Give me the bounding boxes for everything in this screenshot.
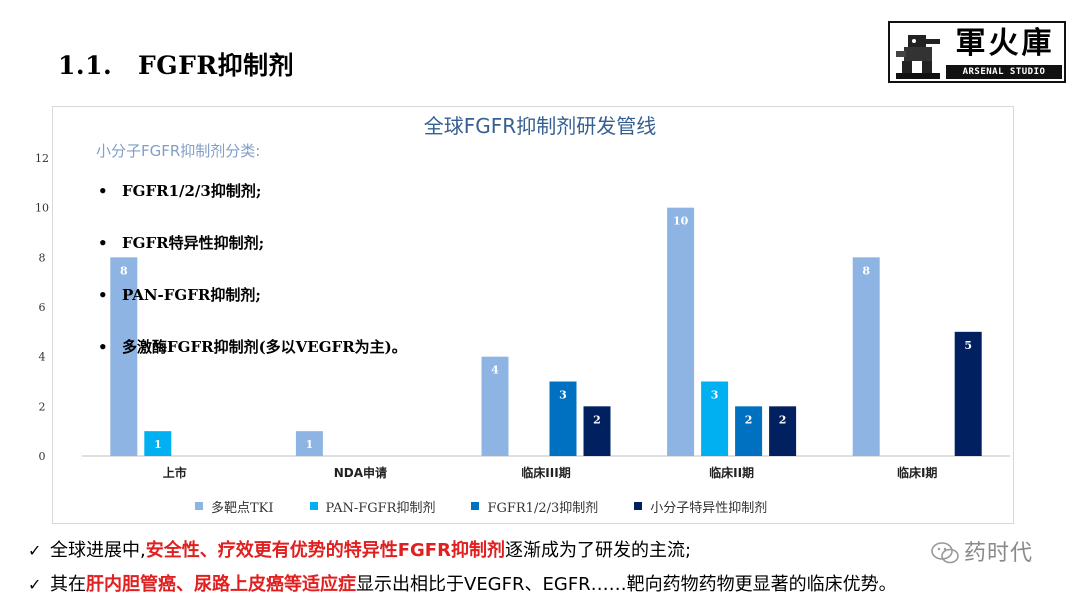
heading-number: 1.1. — [58, 51, 113, 80]
classification-item: • PAN-FGFR抑制剂; — [96, 285, 516, 337]
classification-item: • FGFR1/2/3抑制剂; — [96, 181, 516, 233]
bar-value-label: 1 — [154, 438, 162, 451]
y-tick-label: 8 — [39, 251, 46, 264]
bar — [549, 381, 577, 456]
slide-heading: 1.1. FGFR抑制剂 — [58, 46, 294, 82]
line1-highlight: 安全性、疗效更有优势的特异性FGFR抑制剂 — [145, 540, 505, 561]
conclusion-bullets: ✓ 全球进展中,安全性、疗效更有优势的特异性FGFR抑制剂逐渐成为了研发的主流; … — [28, 534, 928, 602]
bar-value-label: 8 — [120, 264, 128, 277]
bar-value-label: 5 — [964, 339, 972, 352]
heading-title: FGFR抑制剂 — [138, 51, 295, 80]
bar — [954, 331, 982, 456]
line1-pre: 全球进展中, — [50, 540, 146, 561]
watermark-name: 药时代 — [964, 541, 1034, 566]
robot-mech-icon — [896, 35, 940, 79]
bar — [667, 207, 695, 456]
bar-value-label: 3 — [559, 389, 567, 402]
legend-label: PAN-FGFR抑制剂 — [325, 500, 436, 516]
classification-item-text: FGFR特异性抑制剂; — [122, 234, 265, 252]
bar — [701, 381, 729, 456]
classification-item-text: FGFR1/2/3抑制剂; — [122, 182, 262, 200]
bar — [852, 257, 880, 456]
classification-list: • FGFR1/2/3抑制剂; • FGFR特异性抑制剂; • PAN-FGFR抑制剂… — [96, 181, 516, 389]
y-tick-label: 4 — [39, 351, 46, 364]
x-category-label: NDA申请 — [334, 465, 387, 480]
bar — [295, 431, 323, 456]
legend-label: 多靶点TKI — [211, 500, 274, 516]
bar-value-label: 10 — [673, 215, 689, 228]
bar-value-label: 3 — [711, 389, 719, 402]
legend-label: FGFR1/2/3抑制剂 — [487, 500, 599, 516]
classification-item-text: 多激酶FGFR抑制剂(多以VEGFR为主)。 — [122, 338, 407, 356]
bar — [144, 431, 172, 456]
logo-english-text: ARSENAL STUDIO — [946, 65, 1062, 79]
classification-box: 小分子FGFR抑制剂分类: • FGFR1/2/3抑制剂; • FGFR特异性抑制剂… — [96, 140, 516, 389]
logo-chinese-text: 軍火庫 — [955, 26, 1055, 61]
bullet-dot: • — [98, 338, 108, 356]
x-category-label: 临床III期 — [521, 465, 570, 480]
bullet-dot: • — [98, 286, 108, 304]
arsenal-studio-logo: 軍火庫 ARSENAL STUDIO — [888, 21, 1066, 83]
bullet-dot: • — [98, 182, 108, 200]
wechat-icon — [931, 542, 959, 564]
x-category-label: 上市 — [163, 465, 187, 480]
line2-pre: 其在 — [50, 574, 86, 595]
bar-value-label: 1 — [306, 438, 314, 451]
bar-value-label: 2 — [779, 413, 787, 426]
x-category-label: 临床I期 — [897, 465, 937, 480]
legend-label: 小分子特异性抑制剂 — [650, 500, 768, 516]
bar-value-label: 2 — [593, 413, 601, 426]
bar — [583, 406, 611, 456]
y-tick-label: 6 — [39, 301, 46, 314]
y-tick-label: 0 — [39, 450, 46, 463]
bar — [769, 406, 797, 456]
classification-item: • FGFR特异性抑制剂; — [96, 233, 516, 285]
line2-post: 显示出相比于VEGFR、EGFR……靶向药物药物更显著的临床优势。 — [356, 574, 897, 595]
y-tick-label: 2 — [39, 400, 46, 413]
conclusion-line-2: ✓ 其在肝内胆管癌、尿路上皮癌等适应症显示出相比于VEGFR、EGFR……靶向药物… — [28, 568, 928, 602]
classification-item: • 多激酶FGFR抑制剂(多以VEGFR为主)。 — [96, 337, 516, 389]
bar-value-label: 2 — [745, 413, 753, 426]
bar-value-label: 8 — [862, 264, 870, 277]
legend-swatch — [471, 502, 480, 510]
y-tick-label: 10 — [35, 202, 49, 215]
legend-item: PAN-FGFR抑制剂 — [309, 497, 436, 516]
chart-legend: 多靶点TKI PAN-FGFR抑制剂 FGFR1/2/3抑制剂 小分子特异性抑制… — [195, 496, 803, 516]
bullet-dot: • — [98, 234, 108, 252]
legend-swatch — [634, 502, 643, 510]
wechat-watermark: 药时代 — [930, 529, 1060, 601]
line2-highlight: 肝内胆管癌、尿路上皮癌等适应症 — [86, 574, 356, 595]
classification-item-text: PAN-FGFR抑制剂; — [122, 286, 261, 304]
y-tick-label: 12 — [35, 152, 49, 165]
legend-swatch — [195, 502, 203, 510]
line1-post: 逐渐成为了研发的主流; — [504, 540, 692, 561]
legend-item: 小分子特异性抑制剂 — [634, 497, 767, 516]
bar-value-label: 4 — [491, 364, 499, 377]
x-category-label: 临床II期 — [709, 465, 754, 480]
legend-item: FGFR1/2/3抑制剂 — [471, 497, 598, 516]
bar — [481, 356, 509, 456]
check-icon: ✓ — [28, 541, 42, 560]
legend-swatch — [309, 502, 318, 510]
classification-title: 小分子FGFR抑制剂分类: — [96, 142, 261, 160]
bar — [735, 406, 763, 456]
legend-item: 多靶点TKI — [195, 497, 274, 516]
conclusion-line-1: ✓ 全球进展中,安全性、疗效更有优势的特异性FGFR抑制剂逐渐成为了研发的主流; — [28, 534, 928, 568]
bar — [110, 257, 138, 456]
chart-title: 全球FGFR抑制剂研发管线 — [423, 114, 657, 138]
check-icon: ✓ — [28, 575, 42, 594]
